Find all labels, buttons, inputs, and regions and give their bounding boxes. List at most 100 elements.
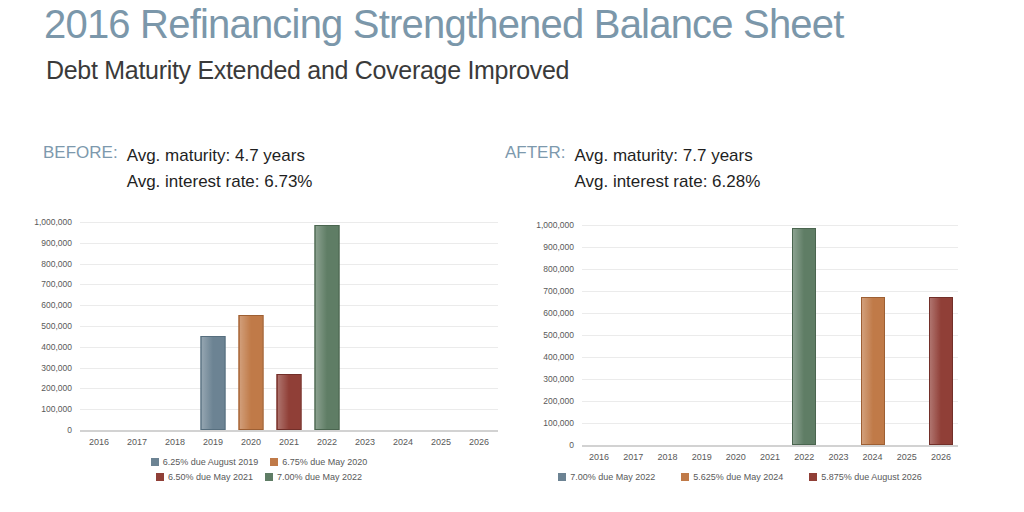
y-tick-label: 1,000,000 bbox=[34, 217, 72, 227]
legend-item: 6.75% due May 2020 bbox=[270, 457, 367, 467]
y-tick-label: 100,000 bbox=[41, 404, 72, 414]
before-label: BEFORE: bbox=[43, 143, 118, 195]
y-axis: 1,000,000900,000800,000700,000600,000500… bbox=[522, 225, 582, 445]
gridline bbox=[582, 225, 958, 226]
gridline bbox=[582, 247, 958, 248]
legend-item: 7.00% due May 2022 bbox=[265, 472, 362, 482]
y-tick-label: 600,000 bbox=[41, 300, 72, 310]
gridline bbox=[80, 347, 498, 348]
x-tick-label: 2026 bbox=[460, 437, 498, 447]
x-axis: 2016201720182019202020212022202320242025… bbox=[582, 447, 958, 467]
after-avg-interest-rate: Avg. interest rate: 6.28% bbox=[574, 169, 760, 195]
y-tick-label: 800,000 bbox=[543, 264, 574, 274]
bar-2022 bbox=[315, 225, 340, 430]
x-tick-label: 2019 bbox=[194, 437, 232, 447]
legend-item: 6.25% due August 2019 bbox=[151, 457, 259, 467]
legend-item: 7.00% due May 2022 bbox=[558, 472, 655, 482]
gridline bbox=[582, 423, 958, 424]
x-tick-label: 2018 bbox=[650, 452, 684, 462]
bar-2019 bbox=[201, 336, 226, 430]
y-tick-label: 400,000 bbox=[41, 342, 72, 352]
gridline bbox=[80, 243, 498, 244]
x-tick-label: 2023 bbox=[821, 452, 855, 462]
x-tick-label: 2021 bbox=[753, 452, 787, 462]
x-tick-label: 2017 bbox=[118, 437, 156, 447]
gridline bbox=[80, 305, 498, 306]
before-bar-chart: 1,000,000900,000800,000700,000600,000500… bbox=[20, 214, 498, 482]
x-tick-label: 2022 bbox=[787, 452, 821, 462]
x-tick-label: 2020 bbox=[232, 437, 270, 447]
chart-legend: 6.25% due August 20196.75% due May 20206… bbox=[20, 457, 498, 482]
gridline bbox=[582, 335, 958, 336]
y-tick-label: 300,000 bbox=[543, 374, 574, 384]
gridline bbox=[582, 291, 958, 292]
legend-label: 7.00% due May 2022 bbox=[570, 472, 655, 482]
y-tick-label: 300,000 bbox=[41, 363, 72, 373]
gridline bbox=[582, 269, 958, 270]
plot-area bbox=[582, 225, 958, 447]
y-tick-label: 800,000 bbox=[41, 259, 72, 269]
slide-subtitle: Debt Maturity Extended and Coverage Impr… bbox=[46, 56, 569, 85]
legend-row: 6.50% due May 2021 7.00% due May 2022 bbox=[156, 472, 362, 482]
before-stats-panel: BEFORE: Avg. maturity: 4.7 years Avg. in… bbox=[43, 143, 312, 195]
legend-item: 6.50% due May 2021 bbox=[156, 472, 253, 482]
legend-swatch bbox=[151, 458, 159, 466]
x-tick-label: 2021 bbox=[270, 437, 308, 447]
gridline bbox=[80, 326, 498, 327]
y-tick-label: 0 bbox=[67, 425, 72, 435]
legend-label: 6.75% due May 2020 bbox=[282, 457, 367, 467]
x-tick-label: 2019 bbox=[685, 452, 719, 462]
y-tick-label: 500,000 bbox=[41, 321, 72, 331]
y-tick-label: 200,000 bbox=[41, 383, 72, 393]
y-axis: 1,000,000900,000800,000700,000600,000500… bbox=[20, 222, 80, 430]
y-tick-label: 100,000 bbox=[543, 418, 574, 428]
legend-label: 6.50% due May 2021 bbox=[168, 472, 253, 482]
legend-swatch bbox=[681, 473, 689, 481]
bar-2026 bbox=[929, 297, 953, 446]
y-tick-label: 1,000,000 bbox=[536, 220, 574, 230]
legend-swatch bbox=[270, 458, 278, 466]
x-tick-label: 2016 bbox=[582, 452, 616, 462]
after-avg-maturity: Avg. maturity: 7.7 years bbox=[574, 143, 760, 169]
legend-item: 5.625% due May 2024 bbox=[681, 472, 783, 482]
x-tick-label: 2023 bbox=[346, 437, 384, 447]
after-bar-chart: 1,000,000900,000800,000700,000600,000500… bbox=[522, 214, 958, 482]
bar-2020 bbox=[239, 315, 264, 430]
y-tick-label: 400,000 bbox=[543, 352, 574, 362]
before-avg-maturity: Avg. maturity: 4.7 years bbox=[127, 143, 313, 169]
gridline bbox=[582, 401, 958, 402]
x-tick-label: 2016 bbox=[80, 437, 118, 447]
y-tick-label: 500,000 bbox=[543, 330, 574, 340]
slide-title: 2016 Refinancing Strengthened Balance Sh… bbox=[44, 2, 844, 47]
y-tick-label: 0 bbox=[569, 440, 574, 450]
bar-2022 bbox=[792, 228, 816, 445]
legend-swatch bbox=[265, 473, 273, 481]
legend-row: 6.25% due August 2019 6.75% due May 2020 bbox=[151, 457, 368, 467]
legend-label: 5.875% due August 2026 bbox=[821, 472, 922, 482]
gridline bbox=[582, 357, 958, 358]
legend-item: 5.875% due August 2026 bbox=[809, 472, 922, 482]
y-tick-label: 200,000 bbox=[543, 396, 574, 406]
legend-label: 5.625% due May 2024 bbox=[693, 472, 783, 482]
presentation-slide: 2016 Refinancing Strengthened Balance Sh… bbox=[0, 0, 1024, 512]
x-tick-label: 2025 bbox=[890, 452, 924, 462]
x-tick-label: 2018 bbox=[156, 437, 194, 447]
x-tick-label: 2024 bbox=[856, 452, 890, 462]
x-tick-label: 2022 bbox=[308, 437, 346, 447]
after-label: AFTER: bbox=[505, 143, 565, 195]
x-tick-label: 2017 bbox=[616, 452, 650, 462]
y-tick-label: 700,000 bbox=[41, 279, 72, 289]
gridline bbox=[80, 264, 498, 265]
y-tick-label: 600,000 bbox=[543, 308, 574, 318]
legend-label: 6.25% due August 2019 bbox=[163, 457, 259, 467]
x-tick-label: 2026 bbox=[924, 452, 958, 462]
chart-legend: 7.00% due May 2022 5.625% due May 2024 5.8… bbox=[522, 472, 958, 482]
legend-swatch bbox=[156, 473, 164, 481]
y-tick-label: 900,000 bbox=[543, 242, 574, 252]
gridline bbox=[80, 222, 498, 223]
legend-swatch bbox=[809, 473, 817, 481]
gridline bbox=[80, 284, 498, 285]
bar-2024 bbox=[861, 297, 885, 446]
before-avg-interest-rate: Avg. interest rate: 6.73% bbox=[127, 169, 313, 195]
legend-row: 7.00% due May 2022 5.625% due May 2024 5.8… bbox=[558, 472, 922, 482]
